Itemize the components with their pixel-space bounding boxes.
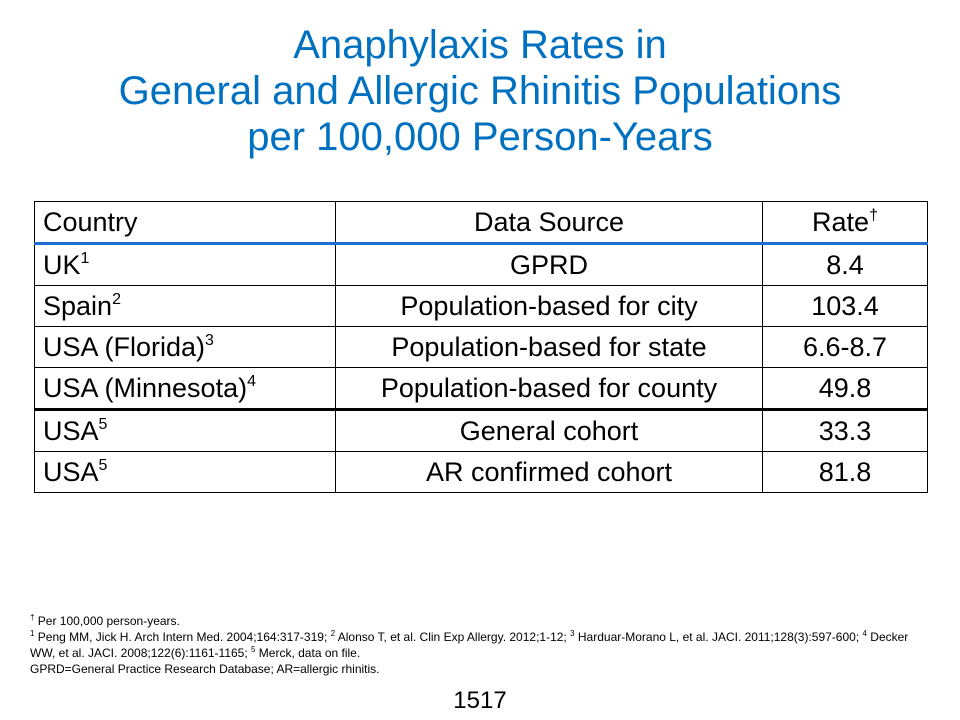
- cell-data-source: Population-based for county: [335, 367, 763, 410]
- cell-rate: 6.6-8.7: [762, 326, 928, 368]
- table-row: USA (Minnesota)4 Population-based for co…: [34, 367, 928, 410]
- title-line-1: Anaphylaxis Rates in: [293, 23, 667, 67]
- header-rate-label: Rate: [812, 207, 870, 237]
- ref-mark-4: 4: [862, 629, 867, 638]
- footnotes: † Per 100,000 person-years. 1 Peng MM, J…: [30, 613, 925, 677]
- slide-number: 1517: [453, 687, 507, 714]
- cell-data-source: AR confirmed cohort: [335, 451, 763, 493]
- ref-text-5: Merck, data on file.: [255, 646, 361, 660]
- reference-mark: 5: [98, 416, 108, 433]
- reference-mark: 1: [80, 250, 90, 267]
- ref-mark-1: 1: [30, 629, 35, 638]
- cell-data-source: General cohort: [335, 408, 763, 452]
- cell-rate: 103.4: [762, 285, 928, 327]
- cell-rate: 8.4: [762, 243, 928, 286]
- footnote-abbreviations: GPRD=General Practice Research Database;…: [30, 662, 380, 676]
- cell-country: UK1: [34, 243, 336, 286]
- ref-mark-3: 3: [570, 629, 575, 638]
- ref-text-1: Peng MM, Jick H. Arch Intern Med. 2004;1…: [34, 630, 331, 644]
- cell-data-source: GPRD: [335, 243, 763, 286]
- reference-mark: 5: [98, 457, 108, 474]
- ref-mark-2: 2: [330, 629, 336, 638]
- table-row: Spain2 Population-based for city 103.4: [34, 285, 928, 327]
- dagger-mark: †: [30, 613, 35, 622]
- country-name: USA: [43, 416, 99, 446]
- country-name: USA: [43, 457, 99, 487]
- reference-mark: 4: [247, 373, 256, 390]
- cell-country: Spain2: [34, 285, 336, 327]
- cell-rate: 49.8: [762, 367, 928, 410]
- cell-rate: 33.3: [762, 408, 928, 452]
- cell-rate: 81.8: [762, 451, 928, 493]
- cell-data-source: Population-based for city: [335, 285, 763, 327]
- cell-country: USA (Minnesota)4: [34, 367, 336, 410]
- cell-country: USA5: [34, 451, 336, 493]
- table-header-row: Country Data Source Rate†: [34, 201, 928, 245]
- header-rate: Rate†: [762, 201, 928, 245]
- reference-mark: 3: [205, 332, 214, 349]
- ref-mark-5: 5: [251, 645, 256, 654]
- ref-text-4: Decker WW, et al. JACI. 2008;122(6):1161…: [30, 630, 909, 660]
- footnote-dagger: † Per 100,000 person-years.: [30, 613, 925, 629]
- header-country: Country: [34, 201, 336, 245]
- cell-data-source: Population-based for state: [335, 326, 763, 368]
- country-name: Spain: [43, 291, 113, 321]
- country-name: USA (Minnesota): [43, 373, 248, 403]
- table-row: USA5 AR confirmed cohort 81.8: [34, 451, 928, 493]
- table-row: USA (Florida)3 Population-based for stat…: [34, 326, 928, 368]
- header-data-source: Data Source: [335, 201, 763, 245]
- country-name: USA (Florida): [43, 332, 206, 362]
- ref-text-2: Alonso T, et al. Clin Exp Allergy. 2012;…: [335, 630, 571, 644]
- title-line-3: per 100,000 Person-Years: [247, 115, 713, 159]
- cell-country: USA (Florida)3: [34, 326, 336, 368]
- table-row: USA5 General cohort 33.3: [34, 408, 928, 452]
- cell-country: USA5: [34, 408, 336, 452]
- table-row: UK1 GPRD 8.4: [34, 243, 928, 286]
- ref-text-3: Harduar-Morano L, et al. JACI. 2011;128(…: [574, 630, 863, 644]
- title-line-2: General and Allergic Rhinitis Population…: [118, 69, 842, 113]
- header-rate-dagger: †: [869, 207, 878, 224]
- country-name: UK: [43, 250, 81, 280]
- slide-title: Anaphylaxis Rates in General and Allergi…: [0, 22, 960, 160]
- footnote-references: 1 Peng MM, Jick H. Arch Intern Med. 2004…: [30, 629, 925, 661]
- reference-mark: 2: [112, 291, 121, 308]
- dagger-text: Per 100,000 person-years.: [34, 614, 180, 628]
- anaphylaxis-rates-table: Country Data Source Rate† UK1 GPRD 8.4 S…: [34, 201, 928, 493]
